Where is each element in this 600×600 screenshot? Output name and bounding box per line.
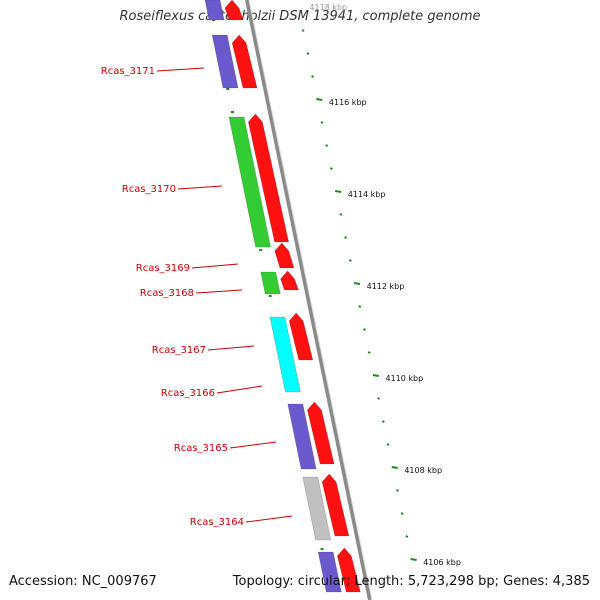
cds-arrow [224, 0, 244, 21]
topology-value: circular [297, 574, 346, 589]
gene-label: Rcas_3166 [161, 388, 215, 399]
length-value: 5,723,298 bp [407, 574, 495, 589]
gene-label-pointer [229, 441, 277, 449]
cog-band [211, 34, 239, 89]
scale-tick-major [391, 466, 398, 469]
scale-tick-minor [386, 443, 390, 446]
scale-tick-minor [367, 351, 371, 354]
scale-label: 4106 kbp [423, 558, 461, 567]
cds-arrow [321, 473, 350, 537]
scale-tick-major [353, 282, 361, 285]
scale-tick-major [410, 558, 417, 561]
scale-tick-minor [358, 305, 362, 308]
cog-band [302, 476, 332, 541]
cds-arrow [280, 270, 299, 291]
scale-tick-minor [362, 328, 366, 331]
gene-label-pointer [191, 263, 239, 269]
genome-summary: Topology: circular; Length: 5,723,298 bp… [232, 574, 590, 589]
scale-label: 4112 kbp [367, 282, 405, 291]
gene-label-pointer [245, 515, 293, 523]
scale-tick-minor [320, 121, 324, 124]
scale-tick-major [334, 190, 342, 193]
accession-line: Accession: NC_009767 [9, 574, 157, 589]
genes-label: Genes: [503, 574, 549, 589]
backbone-highlight [248, 0, 373, 600]
gene-label-pointer [177, 185, 223, 190]
scale-tick-minor [344, 236, 348, 239]
scale-tick-minor [329, 167, 333, 170]
scale-tick-minor [301, 29, 305, 32]
genes-value: 4,385 [552, 574, 590, 589]
cds-arrow [231, 34, 258, 89]
gene-label-pointer [207, 345, 255, 351]
scale-label: 4114 kbp [348, 190, 386, 199]
scale-label: 4108 kbp [404, 466, 442, 475]
scale-tick-major [316, 98, 323, 101]
scale-tick-minor [377, 397, 381, 400]
gene-label: Rcas_3167 [152, 345, 206, 356]
scale-label: 4118 kbp [309, 3, 347, 12]
scale-tick-minor [325, 144, 329, 147]
gene-label: Rcas_3170 [122, 184, 176, 195]
cds-arrow [307, 401, 335, 465]
scale-ticks: 4118 kbp 4116 kbp 4114 kbp 4112 kbp 4110 kbp… [212, 3, 461, 567]
scale-label: 4110 kbp [385, 374, 423, 383]
scale-tick-minor [348, 259, 352, 262]
gene-label-pointer [195, 289, 243, 294]
gene-label-pointer [156, 67, 205, 72]
scale-label: 4116 kbp [329, 98, 367, 107]
cds-arrow [274, 242, 295, 269]
gene-label: Rcas_3165 [174, 443, 228, 454]
cog-band [317, 551, 342, 593]
length-label: Length: [354, 574, 404, 589]
backbone-line [245, 0, 372, 600]
cog-band [228, 116, 272, 248]
cds-arrow [248, 113, 289, 243]
cog-band [260, 271, 281, 295]
scale-tick-minor [311, 75, 315, 78]
gene-label: Rcas_3169 [136, 263, 190, 274]
scale-tick-minor [306, 52, 310, 55]
gene-labels: Rcas_3171 Rcas_3170 Rcas_3169 Rcas_3168 Rcas… [101, 66, 293, 528]
gene-label-pointer [216, 385, 263, 394]
topology-label: Topology: [232, 574, 294, 589]
scale-tick-minor [339, 213, 343, 216]
scale-tick-minor [396, 489, 399, 492]
cds-arrow [288, 312, 314, 361]
cds-arrow [337, 547, 361, 593]
gene-label: Rcas_3168 [140, 288, 194, 299]
cog-band [287, 403, 317, 470]
scale-tick-minor [381, 420, 385, 423]
scale-tick-minor [405, 535, 409, 538]
scale-tick-major [372, 374, 380, 377]
accession-value: NC_009767 [81, 574, 157, 589]
gene-label: Rcas_3171 [101, 66, 155, 77]
cog-band [269, 316, 301, 393]
cog-band [204, 0, 225, 21]
gene-label: Rcas_3164 [190, 517, 244, 528]
accession-label: Accession: [9, 574, 78, 589]
scale-tick-minor [400, 512, 404, 515]
